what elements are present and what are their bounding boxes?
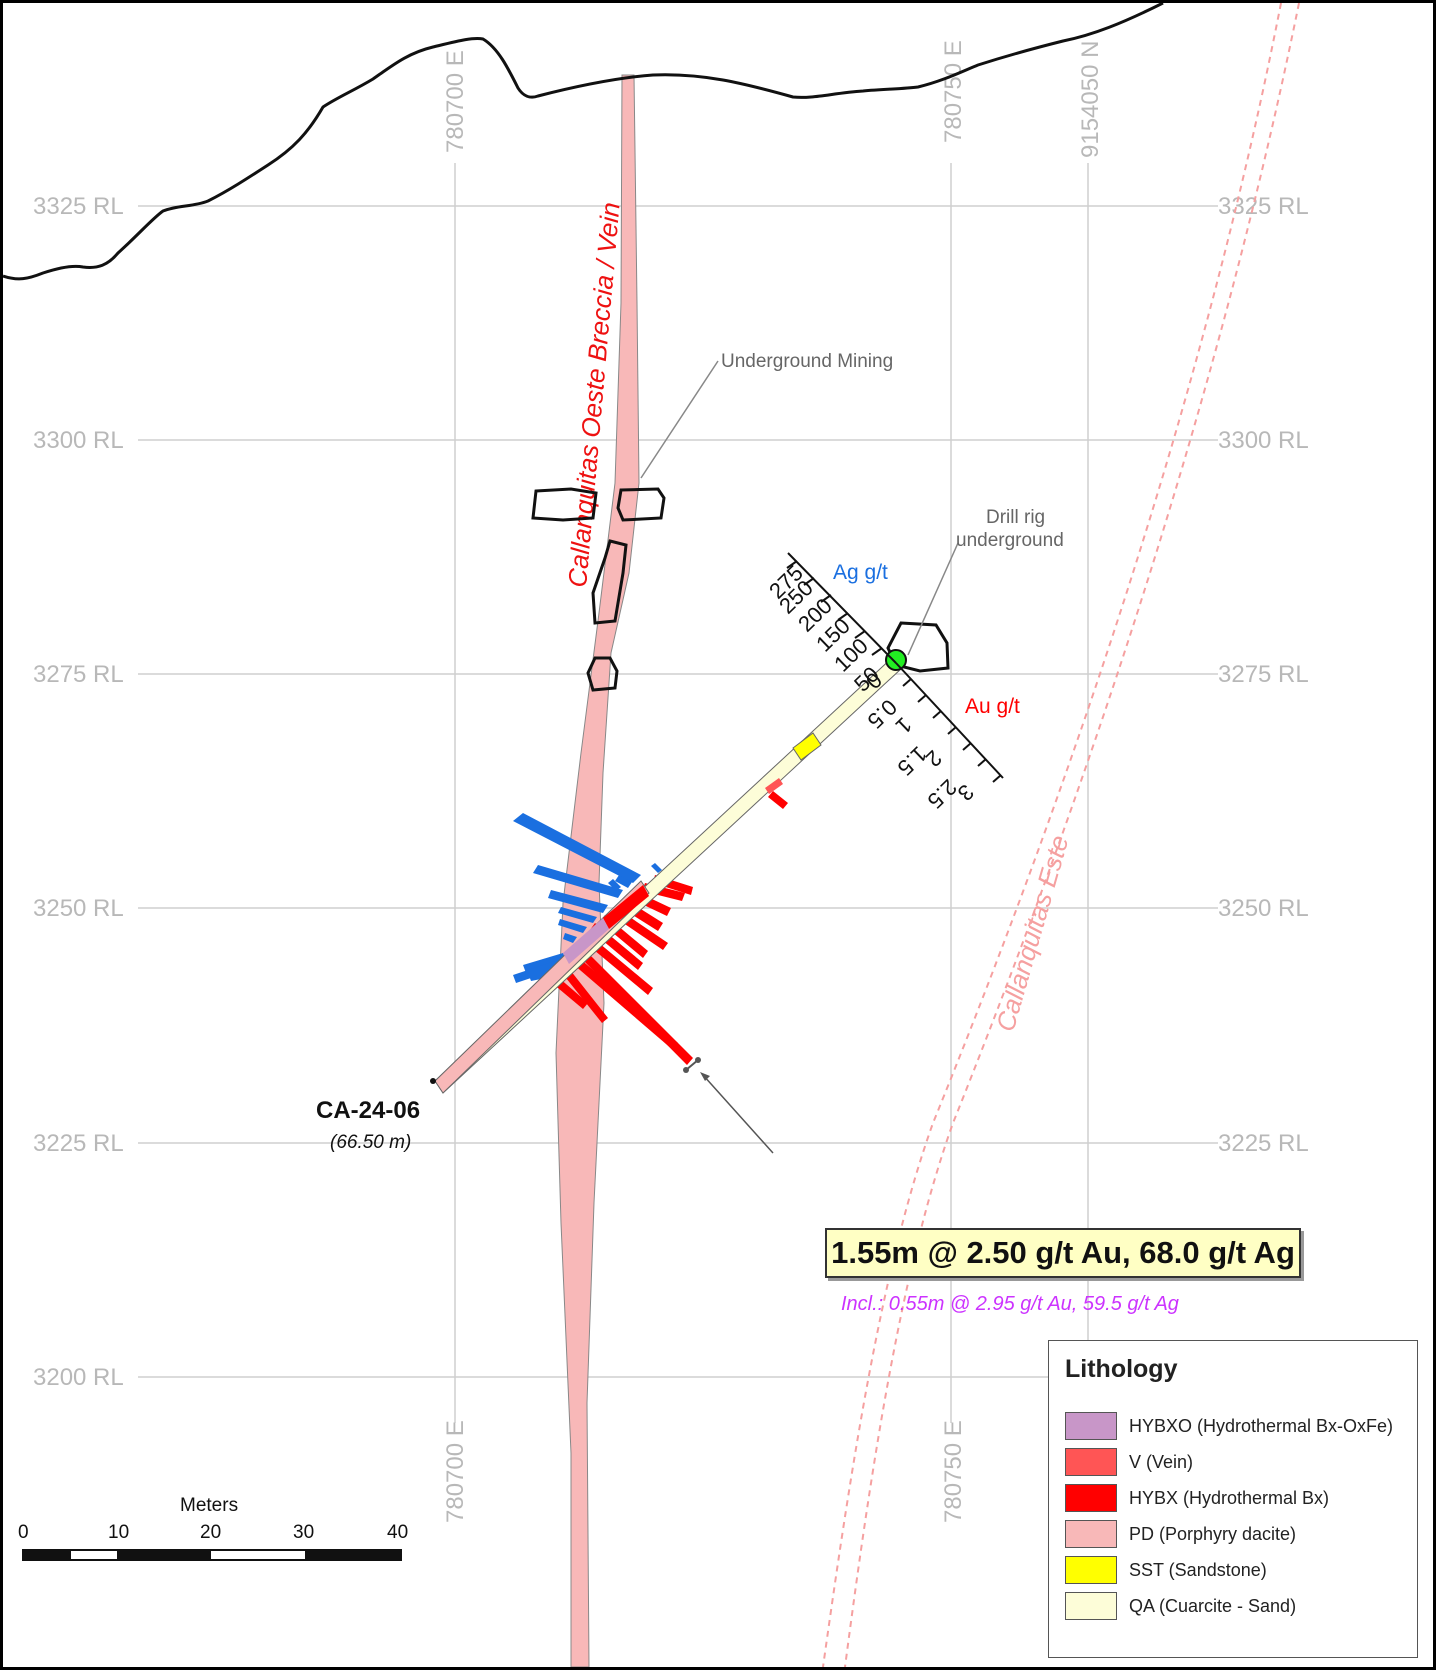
rl-label: 3275 RL	[33, 661, 124, 688]
legend-title: Lithology	[1065, 1355, 1178, 1383]
drill-trace	[430, 655, 903, 1094]
legend-swatch	[1065, 1556, 1117, 1584]
legend-item: SST (Sandstone)	[1065, 1555, 1267, 1585]
este-vein-outline	[822, 3, 1300, 1667]
drillhole-depth: (66.50 m)	[330, 1132, 411, 1153]
legend-swatch	[1065, 1592, 1117, 1620]
legend-label: QA (Cuarcite - Sand)	[1129, 1595, 1297, 1616]
au-scale-tick: 1.5	[893, 741, 932, 780]
lithology-legend: Lithology HYBXO (Hydrothermal Bx-OxFe) V…	[1048, 1340, 1418, 1658]
collar-marker	[885, 649, 907, 671]
ag-histogram	[513, 775, 778, 983]
underground-mining-label: Underground Mining	[721, 351, 893, 372]
rl-label: 3200 RL	[33, 1364, 124, 1391]
legend-item: HYBXO (Hydrothermal Bx-OxFe)	[1065, 1411, 1393, 1441]
au-scale-axis	[895, 662, 1004, 783]
northing-label: 9154050 N	[1077, 41, 1104, 158]
easting-label: 780750 E	[940, 40, 967, 143]
legend-label: V (Vein)	[1129, 1451, 1194, 1472]
legend-label: SST (Sandstone)	[1129, 1559, 1267, 1580]
drillhole-name: CA-24-06	[316, 1097, 420, 1124]
rl-label: 3250 RL	[1218, 895, 1309, 922]
intercept-headline: 1.55m @ 2.50 g/t Au, 68.0 g/t Ag	[831, 1235, 1295, 1270]
map-canvas: 3325 RL 3300 RL 3275 RL 3250 RL 3225 RL …	[3, 3, 1309, 1667]
legend-swatch	[1065, 1520, 1117, 1548]
rl-label: 3325 RL	[1218, 193, 1309, 220]
easting-label: 780750 E	[940, 1420, 967, 1523]
rl-label: 3300 RL	[1218, 427, 1309, 454]
scalebar-tick: 40	[387, 1522, 408, 1543]
rl-label: 3300 RL	[33, 427, 124, 454]
este-label: Callanquitas Este	[990, 832, 1075, 1035]
ag-scale-axis	[786, 552, 897, 664]
rl-labels-right: 3325 RL 3300 RL 3275 RL 3250 RL 3225 RL	[1218, 193, 1309, 1157]
ag-axis-label: Ag g/t	[833, 561, 888, 584]
easting-label: 780700 E	[442, 1420, 469, 1523]
drill-rig-label: Drill rig	[986, 507, 1045, 528]
legend-item: V (Vein)	[1065, 1447, 1193, 1477]
intercept-included: Incl.: 0.55m @ 2.95 g/t Au, 59.5 g/t Ag	[841, 1293, 1179, 1315]
intercept-callout: 1.55m @ 2.50 g/t Au, 68.0 g/t Ag	[825, 1228, 1301, 1278]
legend-item: HYBX (Hydrothermal Bx)	[1065, 1483, 1329, 1513]
rl-label: 3225 RL	[1218, 1130, 1309, 1157]
scalebar-title: Meters	[180, 1495, 238, 1516]
scalebar-tick: 10	[108, 1522, 129, 1543]
easting-label: 780700 E	[442, 50, 469, 153]
intercept-marker	[683, 1057, 774, 1154]
rl-label: 3275 RL	[1218, 661, 1309, 688]
rl-labels-left: 3325 RL 3300 RL 3275 RL 3250 RL 3225 RL …	[33, 193, 124, 1391]
scalebar-tick: 20	[200, 1522, 221, 1543]
legend-item: PD (Porphyry dacite)	[1065, 1519, 1296, 1549]
topography-line	[3, 3, 1164, 281]
legend-label: HYBX (Hydrothermal Bx)	[1129, 1487, 1330, 1508]
legend-label: HYBXO (Hydrothermal Bx-OxFe)	[1129, 1415, 1394, 1436]
au-scale-tick: 0.5	[863, 694, 902, 733]
legend-swatch	[1065, 1412, 1117, 1440]
rl-grid	[138, 163, 1218, 1423]
rl-label: 3225 RL	[33, 1130, 124, 1157]
legend-swatch	[1065, 1448, 1117, 1476]
scalebar-tick: 30	[293, 1522, 314, 1543]
drill-rig-label: underground	[956, 530, 1064, 551]
au-axis-label: Au g/t	[965, 695, 1020, 718]
legend-swatch	[1065, 1484, 1117, 1512]
legend-item: QA (Cuarcite - Sand)	[1065, 1591, 1296, 1621]
underground-workings	[531, 487, 950, 692]
au-scale-tick: 2.5	[923, 774, 962, 813]
leader-line	[640, 360, 719, 479]
leader-line	[907, 542, 959, 656]
rl-label: 3250 RL	[33, 895, 124, 922]
scalebar-tick: 0	[18, 1522, 29, 1543]
rl-label: 3325 RL	[33, 193, 124, 220]
scalebar: Meters 0 10 20 30 40	[18, 1495, 408, 1561]
legend-label: PD (Porphyry dacite)	[1129, 1523, 1297, 1544]
